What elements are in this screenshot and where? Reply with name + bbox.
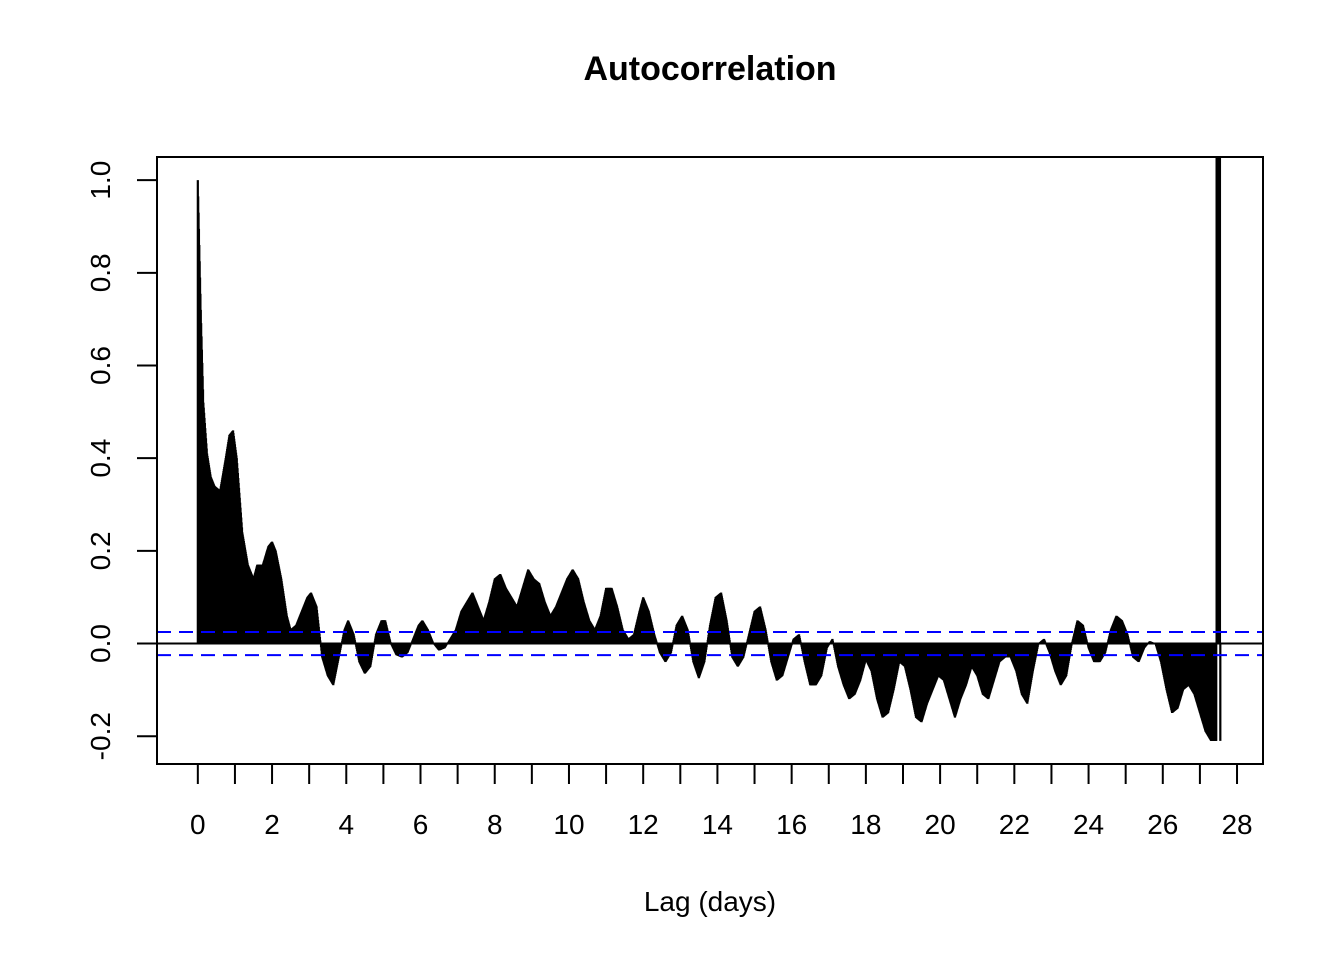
x-tick-label: 22 (999, 809, 1030, 840)
x-tick-label: 8 (487, 809, 503, 840)
x-tick-label: 12 (628, 809, 659, 840)
x-axis: 0 2 4 6 8 10 12 14 16 18 20 22 24 26 28 (190, 763, 1253, 840)
x-tick-label: 2 (264, 809, 280, 840)
y-tick-label: 0.4 (85, 439, 116, 478)
x-tick-label: 16 (776, 809, 807, 840)
y-tick-label: 0.2 (85, 531, 116, 570)
x-tick-label: 20 (925, 809, 956, 840)
y-axis: -0.2 0.0 0.2 0.4 0.6 0.8 1.0 (85, 161, 158, 760)
plot-frame (156, 156, 1264, 765)
x-tick-label: 26 (1147, 809, 1178, 840)
x-tick-label: 24 (1073, 809, 1104, 840)
y-tick-label: 1.0 (85, 161, 116, 200)
x-tick-label: 6 (413, 809, 429, 840)
x-tick-label: 18 (850, 809, 881, 840)
x-tick-label: 28 (1221, 809, 1252, 840)
chart-title: Autocorrelation (583, 50, 836, 88)
x-tick-label: 4 (338, 809, 354, 840)
y-tick-label: -0.2 (85, 712, 116, 760)
y-tick-label: 0.0 (85, 624, 116, 663)
x-tick-label: 10 (553, 809, 584, 840)
y-tick-label: 0.8 (85, 253, 116, 292)
y-tick-label: 0.6 (85, 346, 116, 385)
acf-bars (196, 157, 1222, 741)
x-tick-label: 0 (190, 809, 206, 840)
x-tick-label: 14 (702, 809, 733, 840)
x-axis-label: Lag (days) (644, 886, 776, 917)
